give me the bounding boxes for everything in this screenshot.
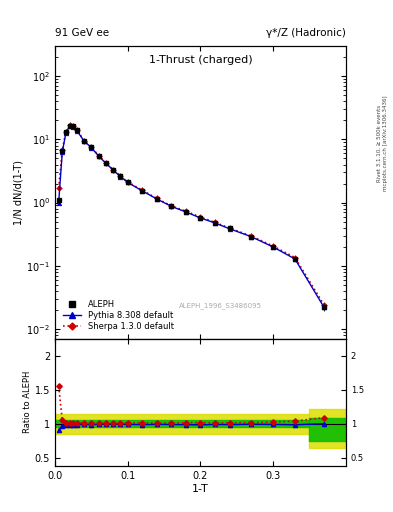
Text: 91 GeV ee: 91 GeV ee: [55, 28, 109, 38]
Y-axis label: 1/N dN/d(1-T): 1/N dN/d(1-T): [13, 160, 24, 225]
Text: ALEPH_1996_S3486095: ALEPH_1996_S3486095: [179, 303, 262, 309]
Text: Rivet 3.1.10, ≥ 500k events: Rivet 3.1.10, ≥ 500k events: [377, 105, 382, 182]
Legend: ALEPH, Pythia 8.308 default, Sherpa 1.3.0 default: ALEPH, Pythia 8.308 default, Sherpa 1.3.…: [59, 296, 177, 334]
X-axis label: 1-T: 1-T: [192, 483, 209, 494]
Text: 1-Thrust (charged): 1-Thrust (charged): [149, 55, 252, 65]
Text: γ*/Z (Hadronic): γ*/Z (Hadronic): [266, 28, 346, 38]
Text: mcplots.cern.ch [arXiv:1306.3436]: mcplots.cern.ch [arXiv:1306.3436]: [383, 96, 387, 191]
Y-axis label: Ratio to ALEPH: Ratio to ALEPH: [23, 371, 32, 434]
